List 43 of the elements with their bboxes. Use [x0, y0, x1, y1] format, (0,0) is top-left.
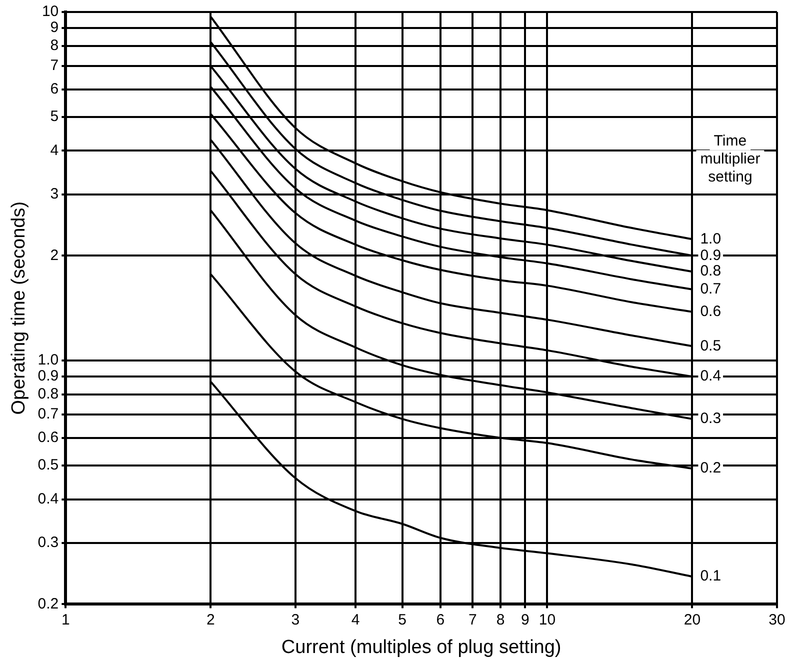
series-label: 0.9: [700, 246, 722, 264]
x-axis-title: Current (multiples of plug setting): [281, 636, 562, 658]
series-label: 0.1: [700, 568, 722, 585]
x-tick-label: 2: [206, 611, 215, 628]
x-tick-label: 3: [291, 611, 300, 628]
y-tick-label: 7: [50, 57, 59, 74]
y-tick-label: 0.6: [38, 429, 59, 446]
x-tick-label: 20: [684, 611, 701, 628]
series-label: 0.3: [700, 410, 722, 428]
series-label: 0.8: [700, 262, 722, 280]
y-tick-label: 5: [50, 108, 59, 126]
y-tick-label: 8: [50, 36, 59, 54]
series-label: 0.6: [700, 302, 722, 320]
x-tick-label: 4: [351, 611, 360, 628]
series-label: 0.7: [700, 280, 722, 298]
x-tick-label: 1: [61, 611, 70, 628]
x-tick-label: 8: [496, 611, 505, 628]
y-tick-label: 0.2: [38, 595, 59, 612]
x-tick-label: 6: [436, 611, 445, 628]
x-tick-label: 9: [521, 611, 530, 628]
y-tick-label: 0.7: [38, 406, 59, 423]
y-axis-title: Operating time (seconds): [8, 201, 30, 415]
series-label: 0.5: [700, 337, 722, 354]
y-tick-label: 10: [42, 3, 59, 20]
y-tick-label: 3: [50, 185, 59, 202]
y-tick-label: 0.8: [38, 385, 59, 402]
y-tick-label: 4: [50, 142, 59, 159]
legend-title: Time multiplier setting: [700, 132, 760, 186]
y-tick-label: 0.4: [38, 490, 59, 508]
y-tick-label: 2: [50, 246, 59, 264]
y-tick-label: 0.5: [38, 456, 59, 474]
x-tick-label: 10: [538, 611, 556, 628]
y-tick-label: 9: [50, 19, 59, 36]
x-tick-label: 5: [398, 611, 406, 628]
y-tick-label: 0.3: [38, 534, 59, 551]
y-tick-label: 0.9: [38, 368, 59, 385]
x-tick-label: 30: [768, 611, 786, 628]
series-label: 0.2: [700, 460, 722, 477]
y-tick-label: 1.0: [38, 352, 59, 369]
y-tick-label: 6: [50, 80, 59, 98]
x-tick-label: 7: [468, 611, 477, 628]
series-label: 1.0: [700, 230, 722, 248]
series-label: 0.4: [700, 368, 722, 385]
